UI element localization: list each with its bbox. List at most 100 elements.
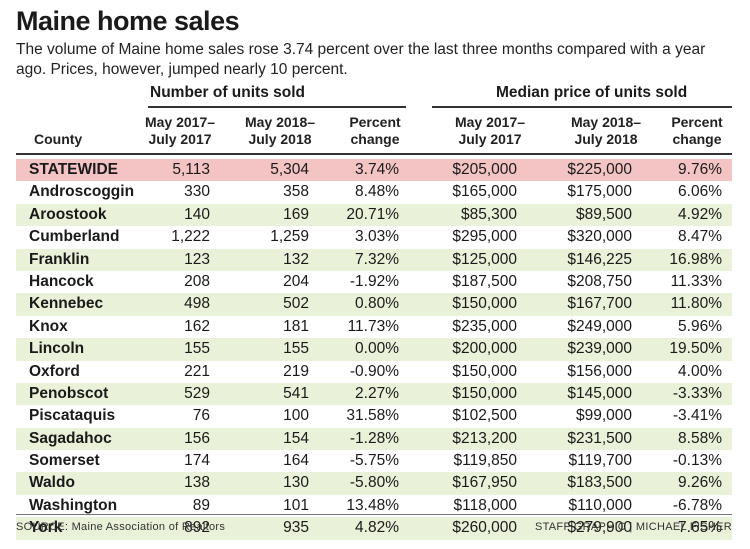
value-cell: -0.90% bbox=[349, 362, 399, 380]
column-header-price-percent: Percent change bbox=[662, 114, 732, 148]
value-cell: 1,259 bbox=[270, 228, 309, 246]
footer-rule bbox=[16, 514, 732, 515]
table-row-statewide: STATEWIDE 5,113 5,304 3.74% $205,000 $225,000… bbox=[16, 159, 732, 182]
table-row: Piscataquis 76 100 31.58% $102,500 $99,000 -3.… bbox=[16, 405, 732, 427]
data-table: STATEWIDE 5,113 5,304 3.74% $205,000 $225,000… bbox=[16, 159, 732, 540]
value-cell: 4.92% bbox=[678, 205, 722, 223]
group-rule-units bbox=[148, 106, 406, 108]
header-line: May 2018– bbox=[244, 114, 316, 130]
value-cell: 11.80% bbox=[670, 295, 722, 313]
value-cell: -3.33% bbox=[672, 384, 722, 402]
table-row: York 892 935 4.82% $260,000 $279,900 7.65% bbox=[16, 517, 732, 540]
value-cell: 16.98% bbox=[669, 250, 722, 268]
table-row: Kennebec 498 502 0.80% $150,000 $167,700 11.80… bbox=[16, 293, 732, 316]
value-cell: $110,000 bbox=[568, 496, 633, 514]
value-cell: $150,000 bbox=[452, 384, 517, 402]
table-row: Sagadahoc 156 154 -1.28% $213,200 $231,500 8.5… bbox=[16, 427, 732, 451]
value-cell: $146,225 bbox=[567, 250, 632, 268]
header-line: July 2018 bbox=[574, 131, 638, 147]
county-cell: York bbox=[29, 519, 63, 537]
value-cell: $125,000 bbox=[452, 250, 517, 268]
header-line: change bbox=[350, 131, 400, 147]
value-cell: 154 bbox=[283, 429, 309, 447]
value-cell: 2.27% bbox=[355, 384, 399, 402]
county-cell: Penobscot bbox=[29, 384, 109, 402]
value-cell: -0.13% bbox=[672, 452, 722, 470]
value-cell: 140 bbox=[184, 205, 210, 223]
value-cell: 8.48% bbox=[355, 183, 399, 201]
value-cell: $235,000 bbox=[452, 317, 517, 335]
value-cell: 130 bbox=[283, 474, 309, 492]
value-cell: 204 bbox=[283, 272, 309, 290]
value-cell: 5,304 bbox=[270, 161, 309, 178]
value-cell: $200,000 bbox=[452, 340, 517, 358]
value-cell: 155 bbox=[184, 340, 210, 358]
value-cell: $175,000 bbox=[567, 183, 632, 201]
value-cell: $249,000 bbox=[567, 317, 632, 335]
value-cell: 1,222 bbox=[171, 228, 210, 246]
table-row: Androscoggin 330 358 8.48% $165,000 $175,000 6… bbox=[16, 181, 732, 203]
value-cell: 156 bbox=[184, 429, 210, 447]
value-cell: 155 bbox=[283, 340, 309, 358]
county-cell: Franklin bbox=[29, 250, 90, 268]
value-cell: 208 bbox=[184, 272, 210, 290]
header-line: July 2017 bbox=[148, 131, 212, 147]
value-cell: 5,113 bbox=[172, 161, 210, 178]
column-header-units-percent: Percent change bbox=[340, 114, 410, 148]
value-cell: $145,000 bbox=[567, 384, 632, 402]
value-cell: 3.74% bbox=[355, 161, 399, 178]
value-cell: $279,900 bbox=[567, 519, 632, 537]
value-cell: 498 bbox=[184, 295, 210, 313]
county-cell: Oxford bbox=[29, 362, 80, 380]
header-rule bbox=[16, 153, 732, 155]
value-cell: $205,000 bbox=[452, 161, 517, 178]
value-cell: 132 bbox=[283, 250, 309, 268]
column-header-units-2018: May 2018– July 2018 bbox=[240, 114, 320, 148]
value-cell: 9.26% bbox=[678, 474, 722, 492]
page-title: Maine home sales bbox=[16, 6, 240, 36]
value-cell: 11.33% bbox=[670, 272, 722, 290]
value-cell: $208,750 bbox=[567, 272, 632, 290]
value-cell: $183,500 bbox=[567, 474, 632, 492]
value-cell: 13.48% bbox=[346, 496, 399, 514]
table-row: Lincoln 155 155 0.00% $200,000 $239,000 19.50% bbox=[16, 338, 732, 361]
table-row: Somerset 174 164 -5.75% $119,850 $119,700 -0.1… bbox=[16, 450, 732, 472]
source-note: SOURCE: Maine Association of Realtors bbox=[16, 521, 226, 533]
value-cell: 20.71% bbox=[346, 205, 399, 223]
value-cell: $102,500 bbox=[452, 407, 517, 425]
value-cell: $150,000 bbox=[452, 295, 517, 313]
value-cell: 181 bbox=[283, 317, 309, 335]
value-cell: 358 bbox=[283, 183, 309, 201]
header-line: July 2018 bbox=[248, 131, 312, 147]
value-cell: 164 bbox=[283, 452, 309, 470]
value-cell: 0.00% bbox=[355, 340, 399, 358]
value-cell: -3.41% bbox=[672, 407, 722, 425]
group-heading-units: Number of units sold bbox=[150, 84, 305, 101]
value-cell: 7.65% bbox=[678, 519, 722, 537]
table-row: Waldo 138 130 -5.80% $167,950 $183,500 9.26% bbox=[16, 472, 732, 495]
county-cell: Waldo bbox=[29, 474, 75, 492]
value-cell: 221 bbox=[184, 362, 210, 380]
table-row: Knox 162 181 11.73% $235,000 $249,000 5.96% bbox=[16, 316, 732, 338]
value-cell: $89,500 bbox=[575, 205, 632, 223]
header-line: May 2017– bbox=[144, 114, 216, 130]
value-cell: $165,000 bbox=[452, 183, 517, 201]
group-rule-price bbox=[432, 106, 732, 108]
value-cell: -1.92% bbox=[349, 272, 399, 290]
value-cell: -5.80% bbox=[349, 474, 399, 492]
value-cell: $187,500 bbox=[452, 272, 517, 290]
header-line: May 2017– bbox=[454, 114, 526, 130]
county-cell: Sagadahoc bbox=[29, 429, 112, 447]
value-cell: $239,000 bbox=[567, 340, 632, 358]
header-line: change bbox=[672, 131, 722, 147]
value-cell: $225,000 bbox=[567, 161, 632, 178]
value-cell: 162 bbox=[184, 317, 210, 335]
county-cell: STATEWIDE bbox=[29, 161, 118, 178]
value-cell: $167,700 bbox=[567, 295, 632, 313]
table-row: Franklin 123 132 7.32% $125,000 $146,225 16.98… bbox=[16, 248, 732, 271]
table-row: Cumberland 1,222 1,259 3.03% $295,000 $320,00… bbox=[16, 226, 732, 248]
value-cell: 101 bbox=[283, 496, 309, 514]
value-cell: 5.96% bbox=[678, 317, 722, 335]
value-cell: $260,000 bbox=[452, 519, 517, 537]
